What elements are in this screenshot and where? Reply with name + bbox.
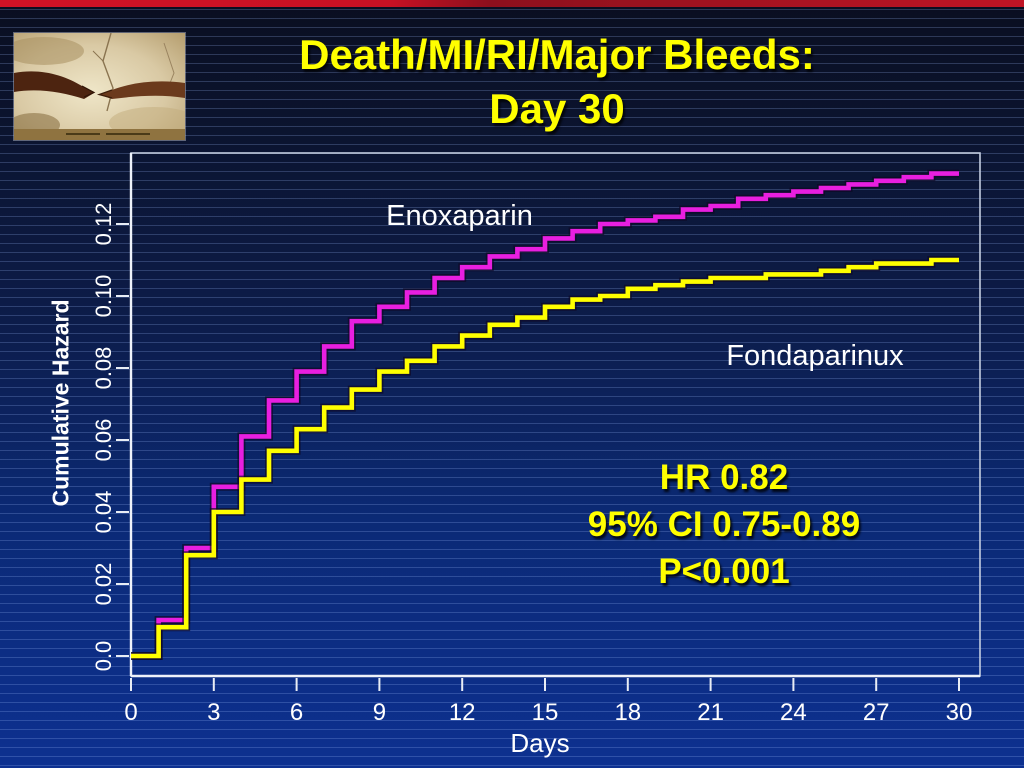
- x-tick-label: 21: [697, 699, 724, 726]
- series-curve-enoxaparin: [131, 171, 959, 659]
- x-tick-label: 0: [124, 699, 138, 726]
- stats-ci: 95% CI 0.75-0.89: [587, 505, 861, 544]
- x-tick-label: 24: [780, 699, 807, 726]
- stats-hr: HR 0.82: [659, 458, 789, 497]
- y-axis-label: Cumulative Hazard: [47, 299, 74, 507]
- y-tick-label: 0.06: [91, 418, 116, 462]
- y-tick-label: 0.12: [91, 202, 116, 246]
- y-tick-label: 0.02: [91, 562, 116, 606]
- creation-of-adam-image: [13, 32, 186, 141]
- stats-p: P<0.001: [658, 552, 790, 591]
- y-tick-label: 0.0: [91, 640, 116, 672]
- x-tick-label: 6: [289, 699, 304, 726]
- x-tick-label: 27: [862, 699, 890, 726]
- series-curve-fondaparinux: [131, 257, 959, 659]
- series-label-enoxaparin: Enoxaparin: [386, 200, 533, 232]
- x-axis-label: Days: [510, 728, 570, 758]
- x-tick-label: 30: [945, 699, 973, 726]
- y-tick-label: 0.08: [91, 346, 116, 390]
- y-tick-label: 0.04: [91, 490, 116, 534]
- series-label-fondaparinux: Fondaparinux: [726, 340, 904, 372]
- slide-title-line2: Day 30: [489, 85, 625, 132]
- top-accent-bar: [0, 0, 1024, 7]
- slide-title-line1: Death/MI/RI/Major Bleeds:: [299, 31, 815, 78]
- x-tick-label: 18: [614, 699, 642, 726]
- x-tick-label: 12: [448, 699, 476, 726]
- y-tick-label: 0.10: [91, 274, 116, 318]
- x-tick-label: 3: [207, 699, 221, 726]
- x-tick-label: 15: [531, 699, 559, 726]
- stats-annotation: HR 0.82 95% CI 0.75-0.89 P<0.001: [519, 454, 929, 595]
- x-tick-label: 9: [372, 699, 387, 726]
- slide-title: Death/MI/RI/Major Bleeds: Day 30: [150, 28, 964, 136]
